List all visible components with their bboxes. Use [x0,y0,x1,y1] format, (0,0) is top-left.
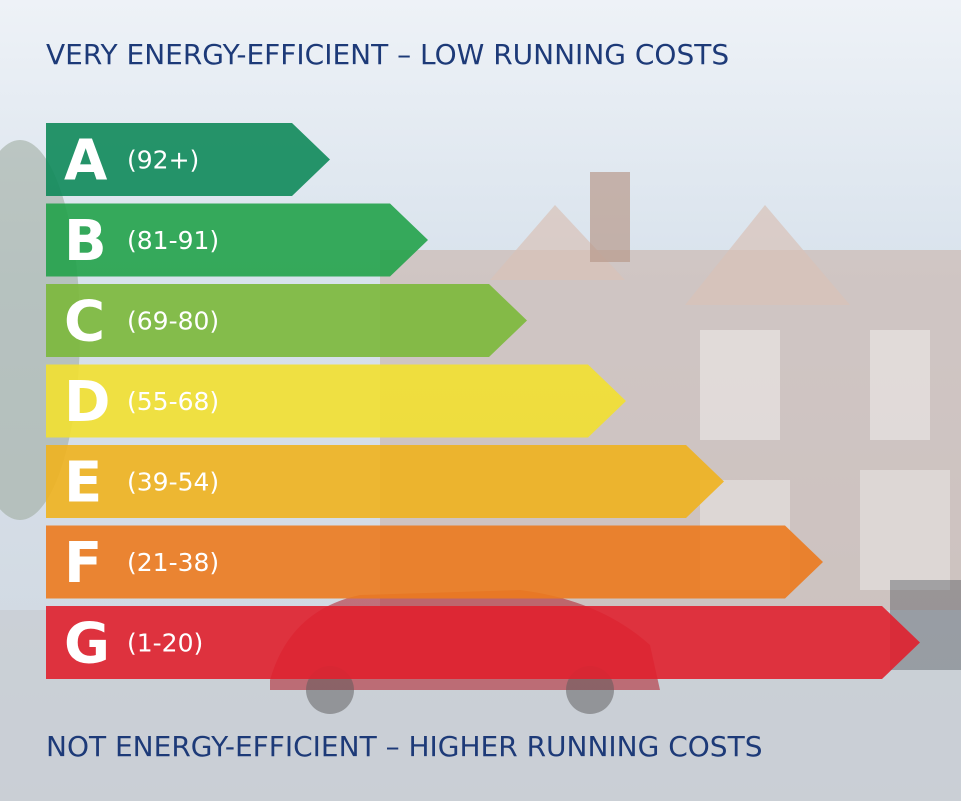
band-letter: E [64,451,102,516]
band-arrow [46,123,330,196]
bottom-caption: NOT ENERGY-EFFICIENT – HIGHER RUNNING CO… [46,730,763,763]
top-caption: VERY ENERGY-EFFICIENT – LOW RUNNING COST… [46,38,730,71]
band-range: (92+) [127,146,199,175]
band-arrow [46,284,527,357]
band-letter: F [64,531,102,596]
band-range: (1-20) [127,629,203,658]
band-arrow [46,525,823,599]
band-d: D (55-68) [46,364,626,438]
band-arrow [46,364,626,438]
band-arrow [46,445,724,518]
band-arrow [46,606,920,679]
band-range: (69-80) [127,307,219,336]
band-arrow [46,203,428,277]
band-letter: C [64,290,105,355]
band-g: G (1-20) [46,606,920,679]
band-letter: D [64,370,110,435]
band-range: (39-54) [127,468,219,497]
band-letter: A [64,129,108,194]
band-e: E (39-54) [46,445,724,518]
band-f: F (21-38) [46,525,823,599]
band-letter: B [64,209,107,274]
band-b: B (81-91) [46,203,428,277]
band-c: C (69-80) [46,284,527,357]
band-range: (21-38) [127,548,219,577]
band-a: A (92+) [46,123,330,196]
band-range: (55-68) [127,387,219,416]
band-range: (81-91) [127,226,219,255]
band-letter: G [64,612,110,677]
